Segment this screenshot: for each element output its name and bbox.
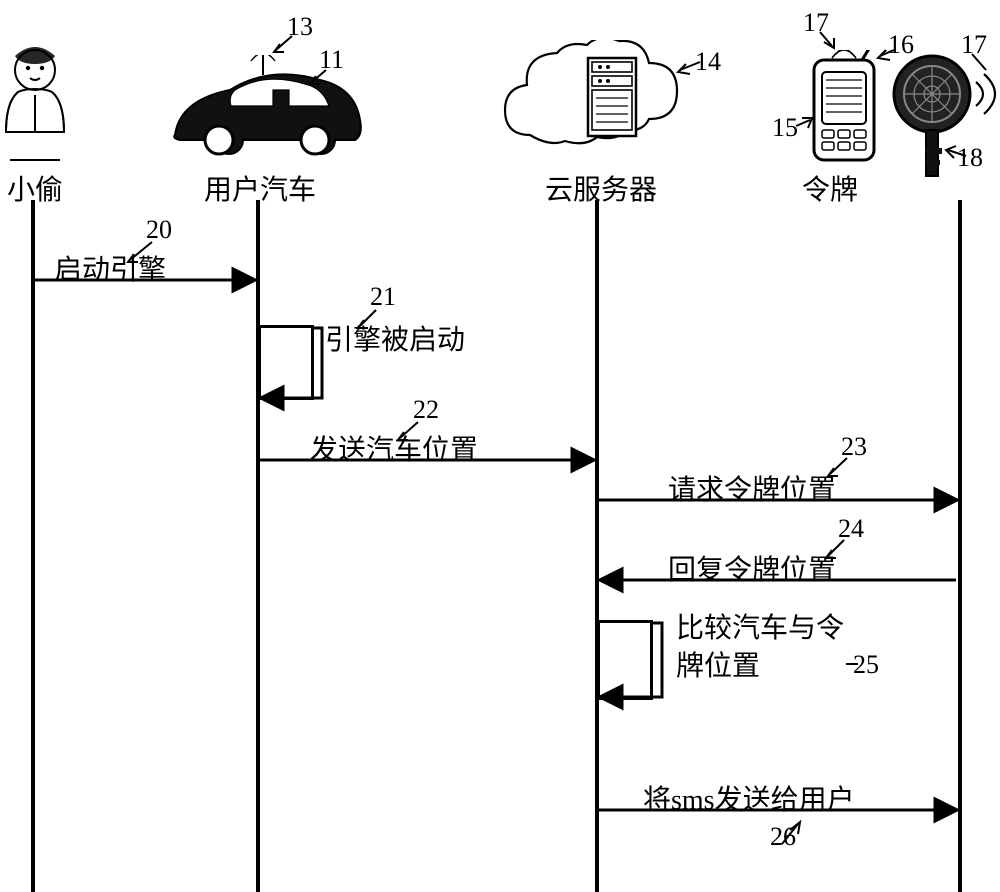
callout-11: 11	[319, 45, 344, 75]
callout-15: 15	[772, 113, 798, 143]
callout-24: 24	[838, 514, 864, 544]
msg-25-text: 比较汽车与令牌位置	[676, 610, 846, 686]
msg-20-text: 启动引擎	[54, 248, 166, 288]
lane-label-car: 用户汽车	[204, 168, 316, 208]
callout-26: 26	[770, 822, 796, 852]
lifeline-cloud	[595, 200, 599, 892]
callout-14: 14	[695, 47, 721, 77]
msg-22-text: 发送汽车位置	[310, 428, 478, 468]
cloud-server-icon	[500, 40, 700, 170]
callout-23: 23	[841, 432, 867, 462]
activation-car	[258, 325, 314, 400]
lane-label-thief: 小偷	[7, 168, 63, 208]
msg-24-text: 回复令牌位置	[668, 548, 836, 588]
lifeline-thief	[31, 200, 35, 892]
callout-22: 22	[413, 395, 439, 425]
thief-icon	[0, 42, 80, 162]
callout-25: 25	[853, 650, 879, 680]
lifeline-token	[958, 200, 962, 892]
callout-17a: 17	[803, 8, 829, 38]
lane-label-cloud: 云服务器	[545, 168, 657, 208]
phone-icon	[808, 50, 880, 165]
msg-23-text: 请求令牌位置	[668, 468, 836, 508]
callout-16: 16	[888, 30, 914, 60]
callout-17b: 17	[961, 30, 987, 60]
activation-cloud	[597, 620, 653, 700]
msg-26-text: 将sms发送给用户	[643, 778, 855, 818]
keyfob-icon	[890, 52, 1000, 182]
lifeline-car	[256, 200, 260, 892]
sequence-diagram: 小偷 用户汽车 云服务器 令牌 启动引擎 引擎被启动 发送汽车位置 请求令牌位置…	[0, 0, 1000, 892]
msg-21-text: 引擎被启动	[325, 318, 465, 358]
callout-18: 18	[957, 143, 983, 173]
lane-label-token: 令牌	[802, 168, 858, 208]
callout-20: 20	[146, 215, 172, 245]
callout-13: 13	[287, 12, 313, 42]
msg-25-text-span: 比较汽车与令牌位置	[676, 613, 844, 682]
callout-21: 21	[370, 282, 396, 312]
